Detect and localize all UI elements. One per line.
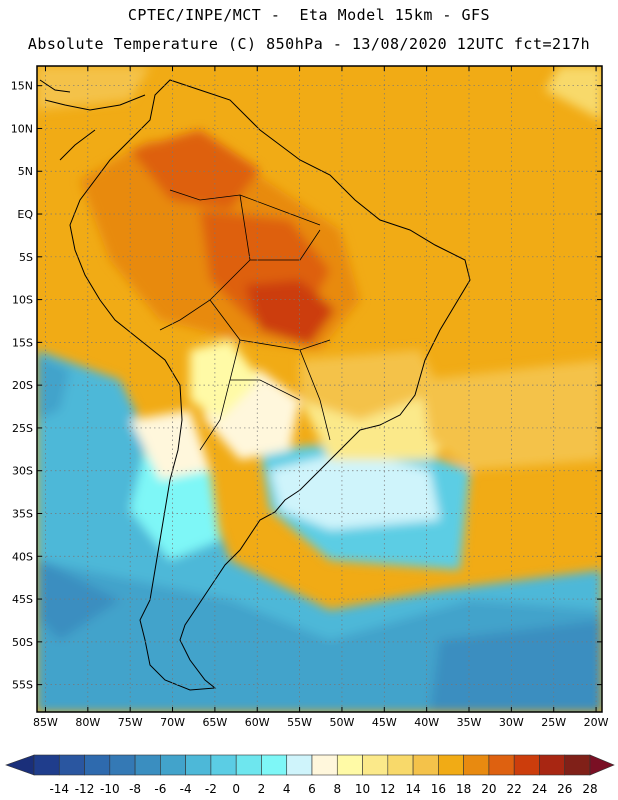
title-line-2: Absolute Temperature (C) 850hPa - 13/08/… xyxy=(27,35,591,53)
colorbar-label: 6 xyxy=(308,782,316,796)
colorbar-cell xyxy=(160,754,186,776)
colorbar-label: -4 xyxy=(179,782,192,796)
title-line-1: CPTEC/INPE/MCT - Eta Model 15km - GFS xyxy=(127,6,491,24)
lat-label: 50S xyxy=(12,636,33,649)
lon-label: 50W xyxy=(330,716,355,729)
lon-label: 45W xyxy=(372,716,397,729)
map-frame xyxy=(36,65,603,713)
colorbar-cell xyxy=(463,754,490,776)
lon-label: 25W xyxy=(541,716,566,729)
latitude-labels: 15N 10N 5N EQ 5S 10S 15S 20S 25S 30S 35S 40S 45S 50S 5… xyxy=(11,80,34,692)
lat-label: EQ xyxy=(17,208,33,221)
lat-label: 25S xyxy=(12,422,33,435)
lon-label: 60W xyxy=(245,716,270,729)
colorbar-cell xyxy=(539,754,566,776)
lon-label: 70W xyxy=(160,716,185,729)
colorbar-cell xyxy=(438,754,464,776)
colorbar-label: 8 xyxy=(333,782,342,796)
colorbar-label: -8 xyxy=(129,782,142,796)
lat-label: 15N xyxy=(11,80,33,93)
colorbar-cell xyxy=(210,754,237,776)
colorbar-cell xyxy=(235,754,262,776)
lon-label: 65W xyxy=(202,716,227,729)
lon-label: 35W xyxy=(457,716,482,729)
colorbar-cell xyxy=(488,754,515,776)
lat-label: 30S xyxy=(12,465,33,478)
lon-label: 55W xyxy=(287,716,312,729)
colorbar-cell xyxy=(261,754,288,776)
colorbar-cell xyxy=(185,754,212,776)
colorbar-label: -14 xyxy=(49,782,70,796)
lat-label: 20S xyxy=(12,379,33,392)
colorbar-cell xyxy=(58,754,85,776)
lon-label: 40W xyxy=(414,716,439,729)
colorbar-label: 26 xyxy=(557,782,573,796)
lat-label: 55S xyxy=(12,679,33,692)
colorbar-label: 24 xyxy=(531,782,548,796)
colorbar-label: 20 xyxy=(481,782,497,796)
lon-label: 85W xyxy=(33,716,58,729)
colorbar-label: -6 xyxy=(154,782,167,796)
coastline xyxy=(39,79,471,691)
colorbar-label: 2 xyxy=(257,782,266,796)
lat-label: 40S xyxy=(12,550,33,563)
lon-label: 30W xyxy=(499,716,524,729)
colorbar-cell xyxy=(109,754,136,776)
lat-label: 10S xyxy=(12,294,33,307)
lon-label: 80W xyxy=(75,716,100,729)
axis-ticks xyxy=(37,66,602,712)
lat-label: 35S xyxy=(12,507,33,520)
lat-label: 45S xyxy=(12,593,33,606)
colorbar-label: 18 xyxy=(455,782,472,796)
colorbar-cell xyxy=(84,754,111,776)
colorbar-label: 0 xyxy=(232,782,240,796)
colorbar-label: 4 xyxy=(282,782,291,796)
lat-label: 15S xyxy=(12,336,33,349)
colorbar-label: 12 xyxy=(380,782,396,796)
colorbar-cell xyxy=(33,754,60,776)
lon-label: 20W xyxy=(584,716,609,729)
colorbar-cell xyxy=(362,754,389,776)
lat-label: 5S xyxy=(19,251,33,264)
longitude-labels: 85W 80W 75W 70W 65W 60W 55W 50W 45W 40W 35W 30W 25W 2… xyxy=(33,716,609,729)
colorbar-label: 10 xyxy=(354,782,371,796)
colorbar-label: 16 xyxy=(430,782,446,796)
colorbar-label: -2 xyxy=(204,782,217,796)
colorbar-cell xyxy=(564,754,591,776)
colorbar-label: -10 xyxy=(100,782,120,796)
colorbar-cell xyxy=(336,754,363,776)
country-borders xyxy=(159,189,331,451)
colorbar-label: -12 xyxy=(74,782,95,796)
colorbar-cell xyxy=(134,754,161,776)
lat-label: 5N xyxy=(18,165,33,178)
colorbar-cell xyxy=(412,754,439,776)
colorbar-label: 14 xyxy=(405,782,421,796)
colorbar-cell xyxy=(513,754,540,776)
lat-label: 10N xyxy=(11,122,33,135)
colorbar xyxy=(5,754,615,776)
lon-label: 75W xyxy=(118,716,143,729)
colorbar-under-arrow xyxy=(5,754,35,776)
colorbar-cell xyxy=(311,754,338,776)
temperature-field xyxy=(37,66,602,712)
colorbar-label: 22 xyxy=(506,782,522,796)
colorbar-cell xyxy=(387,754,414,776)
colorbar-over-arrow xyxy=(589,754,615,776)
colorbar-cell xyxy=(286,754,313,776)
colorbar-label: 28 xyxy=(582,782,598,796)
